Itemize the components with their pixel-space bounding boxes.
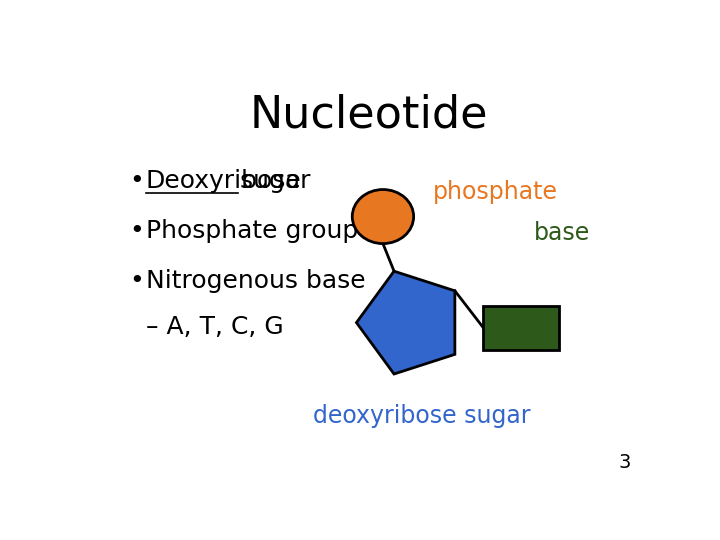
Text: – A, T, C, G: – A, T, C, G bbox=[145, 315, 284, 339]
Text: •: • bbox=[129, 169, 144, 193]
Polygon shape bbox=[356, 271, 455, 374]
Text: Phosphate group: Phosphate group bbox=[145, 219, 358, 243]
Text: •: • bbox=[129, 269, 144, 293]
Ellipse shape bbox=[352, 190, 413, 244]
Bar bbox=[483, 306, 559, 349]
Text: deoxyribose sugar: deoxyribose sugar bbox=[313, 404, 531, 428]
Text: Nucleotide: Nucleotide bbox=[250, 94, 488, 137]
Text: sugar: sugar bbox=[233, 169, 311, 193]
Text: base: base bbox=[534, 221, 590, 245]
Text: •: • bbox=[129, 219, 144, 243]
Text: phosphate: phosphate bbox=[433, 180, 558, 204]
Text: Nitrogenous base: Nitrogenous base bbox=[145, 269, 366, 293]
Text: 3: 3 bbox=[619, 453, 631, 472]
Text: Deoxyribose: Deoxyribose bbox=[145, 169, 302, 193]
